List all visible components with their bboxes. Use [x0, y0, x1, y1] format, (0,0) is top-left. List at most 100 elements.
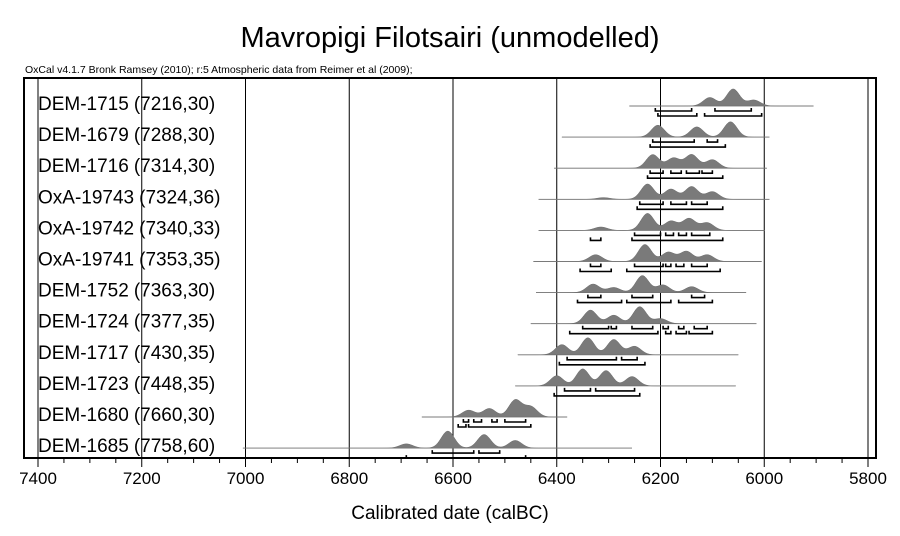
x-tick-label: 6600: [434, 469, 472, 488]
hpd-68-range: [675, 263, 685, 268]
grid-lines: [37, 78, 869, 458]
x-tick-label: 6400: [538, 469, 576, 488]
hpd-68-range: [610, 325, 618, 330]
sample-row: DEM-1685 (7758,60): [38, 430, 632, 459]
sample-rows: DEM-1715 (7216,30) DEM-1679 (7288,30) DEM-17…: [38, 88, 814, 459]
hpd-95-range: [467, 424, 532, 428]
sample-row: DEM-1723 (7448,35): [38, 368, 736, 397]
sample-label: OxA-19742: [38, 218, 134, 239]
probability-distribution: [533, 244, 762, 262]
hpd-68-range: [670, 170, 683, 174]
sample-row: DEM-1715 (7216,30): [38, 88, 814, 117]
hpd-68-range: [662, 325, 670, 330]
sample-label: OxA-19743: [38, 187, 134, 208]
hpd-68-range: [633, 263, 664, 268]
hpd-95-range: [553, 392, 641, 397]
probability-distribution: [538, 213, 765, 231]
chart-subtitle: OxCal v4.1.7 Bronk Ramsey (2010); r:5 At…: [25, 64, 413, 76]
x-tick-label: 6200: [642, 469, 680, 488]
hpd-68-range: [563, 387, 592, 392]
hpd-95-range: [579, 268, 613, 273]
hpd-68-range: [690, 294, 706, 299]
hpd-95-range: [657, 113, 698, 117]
hpd-95-range: [631, 237, 724, 242]
sample-row: DEM-1716 (7314,30): [38, 154, 767, 179]
hpd-68-range: [478, 450, 501, 454]
sample-date: (7288,30): [134, 125, 215, 146]
hpd-68-range: [587, 294, 602, 299]
sample-date: (7377,35): [134, 312, 215, 333]
hpd-68-range: [677, 232, 688, 237]
sample-label: OxA-19741: [38, 250, 134, 271]
sample-date: (7660,30): [134, 405, 215, 426]
hpd-95-range: [636, 206, 724, 211]
probability-distribution: [515, 368, 736, 387]
hpd-68-range: [638, 201, 664, 206]
hpd-68-range: [633, 232, 662, 237]
x-tick-label: 7200: [123, 469, 161, 488]
probability-distribution: [629, 88, 814, 107]
sample-date: (7758,60): [134, 436, 215, 457]
sample-date: (7448,35): [134, 374, 215, 395]
probability-distribution: [554, 154, 767, 169]
probability-distribution: [536, 275, 747, 293]
sample-row: OxA-19742 (7340,33): [38, 213, 765, 242]
x-axis-label: Calibrated date (calBC): [351, 503, 548, 524]
probability-distribution: [538, 183, 770, 200]
hpd-95-range: [589, 237, 602, 242]
chart-title: Mavropigi Filotsairi (unmodelled): [240, 22, 659, 54]
hpd-68-range: [651, 139, 696, 143]
sample-row: DEM-1717 (7430,35): [38, 337, 739, 366]
hpd-95-range: [625, 268, 721, 273]
sample-row: DEM-1752 (7363,30): [38, 275, 747, 304]
x-axis: 7400 7200 7000 6800 6600 6400 6200 6000 5800: [19, 458, 887, 488]
hpd-95-range: [649, 144, 727, 148]
probability-distribution: [242, 430, 632, 449]
hpd-95-range: [675, 330, 688, 335]
hpd-95-range: [625, 299, 672, 304]
hpd-95-range: [646, 175, 724, 179]
hpd-68-range: [631, 294, 654, 299]
hpd-68-range: [690, 201, 708, 206]
hpd-68-range: [631, 325, 654, 330]
hpd-95-range: [688, 330, 714, 335]
hpd-68-range: [664, 232, 675, 237]
sample-label: DEM-1680: [38, 405, 129, 426]
sample-label: DEM-1724: [38, 312, 129, 333]
hpd-68-range: [714, 108, 753, 112]
hpd-68-range: [701, 170, 714, 174]
sample-label: DEM-1685: [38, 436, 129, 457]
hpd-68-range: [654, 108, 693, 112]
sample-date: (7324,36): [139, 187, 220, 208]
hpd-68-range: [620, 356, 638, 361]
hpd-68-range: [664, 263, 672, 268]
sample-label: DEM-1716: [38, 156, 129, 177]
sample-row: OxA-19741 (7353,35): [38, 244, 762, 273]
sample-date: (7353,35): [139, 250, 220, 271]
x-tick-label: 7000: [227, 469, 265, 488]
hpd-68-range: [472, 419, 483, 423]
hpd-95-range: [457, 424, 467, 428]
hpd-95-range: [703, 113, 763, 117]
sample-label: DEM-1752: [38, 281, 129, 302]
sample-row: DEM-1679 (7288,30): [38, 121, 770, 148]
hpd-68-range: [690, 263, 708, 268]
hpd-68-range: [589, 263, 602, 268]
probability-distribution: [530, 306, 757, 324]
x-tick-label: 5800: [849, 469, 887, 488]
probability-distribution: [421, 399, 568, 418]
hpd-68-range: [566, 356, 618, 361]
sample-label: DEM-1723: [38, 374, 129, 395]
hpd-68-range: [706, 139, 719, 143]
probability-distribution: [517, 337, 739, 356]
probability-distribution: [561, 121, 770, 138]
x-tick-label: 7400: [19, 469, 57, 488]
hpd-95-range: [568, 330, 659, 335]
x-tick-label: 6000: [745, 469, 783, 488]
sample-label: DEM-1715: [38, 94, 129, 115]
hpd-68-range: [594, 387, 636, 392]
x-tick-label: 6800: [330, 469, 368, 488]
hpd-95-range: [558, 361, 646, 366]
sample-label: DEM-1717: [38, 343, 129, 364]
